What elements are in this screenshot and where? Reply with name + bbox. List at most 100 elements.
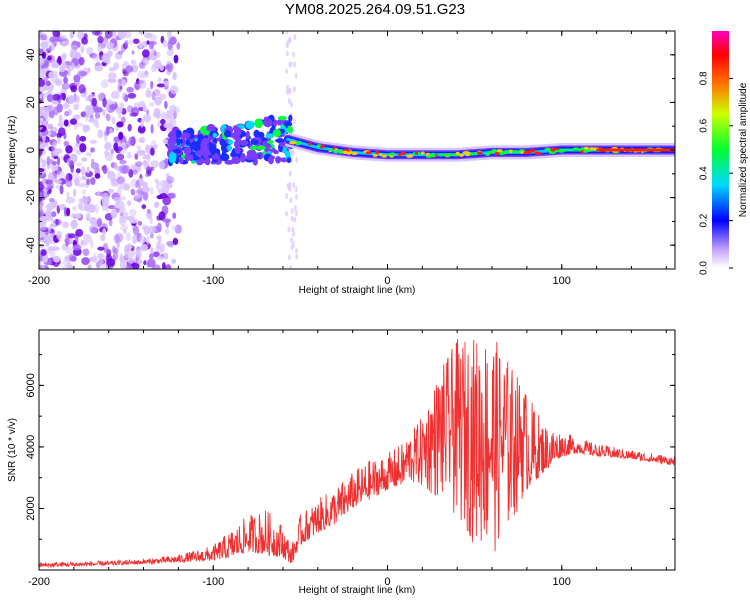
noise-blob	[131, 64, 139, 73]
noise-blob	[110, 148, 114, 155]
noise-blob	[61, 221, 69, 229]
ridge-peak	[375, 150, 379, 154]
noise-blob	[145, 87, 152, 95]
noise-blob	[118, 113, 122, 119]
noise-blob	[97, 253, 105, 260]
noise-blob	[152, 112, 158, 117]
noise-blob	[173, 54, 179, 64]
ridge-peak	[544, 147, 552, 152]
noise-blob	[97, 36, 104, 44]
noise-blob	[142, 114, 152, 123]
noise-blob	[146, 109, 150, 115]
noise-blob	[53, 165, 59, 171]
signal-blob	[250, 139, 259, 145]
noise-blob	[153, 59, 162, 70]
noise-blob	[39, 141, 43, 150]
noise-blob	[130, 188, 135, 196]
noise-blob	[81, 157, 88, 162]
noise-blob	[81, 175, 87, 181]
signal-blob	[234, 146, 241, 154]
noise-blob	[288, 36, 292, 43]
signal-blob	[230, 152, 236, 158]
top-ylabel: Frequency (Hz)	[7, 116, 18, 185]
noise-blob	[56, 170, 66, 179]
noise-blob	[292, 182, 296, 188]
noise-blob	[55, 179, 63, 184]
noise-blob	[44, 111, 49, 119]
noise-blob	[39, 201, 44, 208]
noise-blob	[150, 160, 159, 169]
snr-axes: -200 -100 0 100 2000 4000 6000	[25, 330, 675, 588]
noise-blob	[45, 80, 51, 86]
noise-blob	[103, 248, 112, 254]
noise-blob	[75, 122, 84, 128]
noise-blob	[65, 174, 70, 182]
noise-blob	[90, 147, 95, 153]
noise-blob	[102, 108, 106, 116]
ridge-peak	[492, 149, 497, 153]
noise-blob	[115, 200, 120, 206]
noise-blob	[164, 100, 168, 109]
noise-blob	[285, 50, 289, 57]
noise-blob	[80, 166, 86, 176]
ridge-peak	[442, 153, 449, 157]
noise-blob	[43, 69, 47, 76]
noise-blob	[77, 31, 85, 40]
noise-blob	[105, 126, 110, 136]
noise-blob	[113, 62, 120, 70]
noise-blob	[63, 119, 69, 127]
noise-blob	[131, 50, 135, 55]
noise-blob	[149, 217, 153, 225]
noise-blob	[39, 94, 43, 99]
noise-blob	[45, 203, 52, 213]
noise-blob	[86, 203, 96, 213]
noise-blob	[65, 240, 69, 247]
noise-blob	[116, 153, 125, 161]
noise-blob	[39, 118, 43, 127]
noise-blob	[127, 257, 135, 264]
colorbar	[712, 31, 729, 268]
noise-blob	[91, 97, 97, 107]
noise-blob	[140, 73, 149, 79]
noise-blob	[124, 249, 130, 259]
noise-blob	[128, 39, 134, 46]
y-tick-label: 2000	[25, 496, 37, 520]
noise-blob	[96, 217, 103, 228]
noise-blob	[117, 50, 123, 55]
signal-blob	[235, 137, 242, 143]
noise-blob	[292, 86, 296, 93]
noise-blob	[79, 197, 88, 205]
noise-blob	[110, 90, 120, 100]
colorbar-tick-label: 0.0	[699, 261, 710, 275]
noise-blob	[119, 182, 128, 190]
noise-blob	[51, 61, 60, 69]
noise-blob	[94, 112, 101, 119]
ridge-peak	[583, 146, 590, 150]
noise-blob	[39, 157, 44, 163]
signal-blob	[224, 130, 232, 138]
signal-blob	[263, 118, 273, 128]
x-tick-label: -200	[28, 576, 50, 588]
noise-blob	[292, 230, 296, 237]
signal-blob	[254, 118, 263, 129]
noise-blob	[86, 178, 91, 186]
signal-blob	[205, 156, 211, 166]
noise-blob	[120, 215, 125, 224]
noise-blob	[135, 161, 143, 167]
noise-blob	[92, 252, 97, 261]
signal-blob	[207, 135, 212, 143]
noise-blob	[137, 259, 143, 265]
noise-blob	[163, 252, 169, 260]
noise-blob	[97, 45, 102, 53]
noise-blob	[39, 264, 43, 269]
noise-blob	[293, 61, 297, 68]
ridge-peak	[328, 148, 333, 152]
noise-blob	[171, 225, 178, 231]
signal-blob	[168, 153, 177, 164]
noise-blob	[39, 197, 42, 203]
noise-blob	[58, 114, 63, 124]
signal-blob	[188, 154, 194, 161]
noise-blob	[93, 105, 99, 113]
signal-blob	[173, 148, 182, 154]
